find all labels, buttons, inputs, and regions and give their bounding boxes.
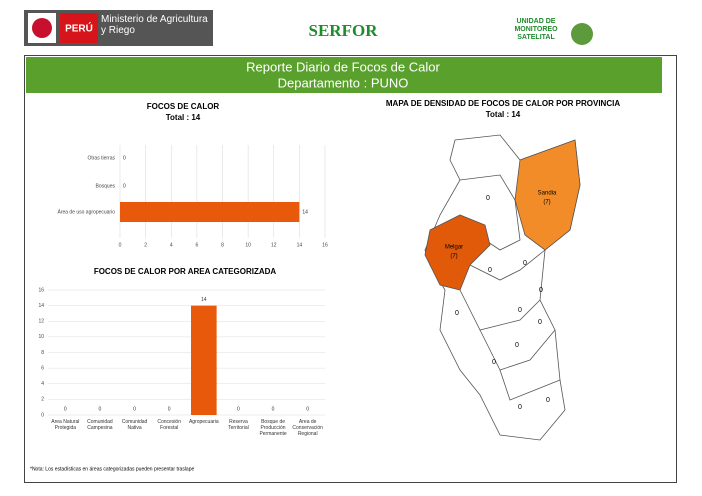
region-value: (7) bbox=[543, 200, 550, 206]
banner bbox=[26, 57, 662, 93]
zero-label: 0 bbox=[515, 342, 519, 349]
x-tick-label: 16 bbox=[322, 242, 328, 248]
map-subtitle: Total : 14 bbox=[486, 110, 521, 119]
y-tick-label: 16 bbox=[38, 287, 44, 293]
x-tick-label: Área Natural Protegida bbox=[51, 419, 80, 431]
x-label-wrap: Bosque de Producción Permanente bbox=[259, 419, 287, 437]
x-tick-label: 8 bbox=[221, 242, 224, 248]
x-tick-label: 6 bbox=[195, 242, 198, 248]
ministry: Ministerio de Agricultura y Riego bbox=[101, 14, 208, 36]
province-border bbox=[479, 329, 556, 371]
zero-label: 0 bbox=[538, 319, 542, 326]
emblem-shield bbox=[32, 18, 52, 38]
x-tick-label: 12 bbox=[271, 242, 277, 248]
x-label-wrap: Comunidad Campesina bbox=[87, 419, 113, 431]
note: *Nota: Los estadísticas en áreas categor… bbox=[30, 466, 194, 472]
y-tick-label: 0 bbox=[41, 412, 44, 418]
zero-label: 0 bbox=[518, 307, 522, 314]
x-tick-label: Área de Conservación Regional bbox=[292, 419, 323, 437]
zero-label: 0 bbox=[486, 195, 490, 202]
x-label-wrap: Agropecuaria bbox=[188, 419, 219, 425]
banner-subtitle: Departamento : PUNO bbox=[278, 75, 409, 90]
x-label-wrap: Área Natural Protegida bbox=[51, 419, 80, 431]
zero-label: 0 bbox=[488, 267, 492, 274]
value-label: 0 bbox=[99, 406, 102, 412]
y-tick-label: Bosques bbox=[96, 183, 116, 189]
map-title: MAPA DE DENSIDAD DE FOCOS DE CALOR POR P… bbox=[386, 99, 620, 108]
province-border bbox=[469, 249, 546, 281]
y-tick-label: 12 bbox=[38, 319, 44, 325]
value-label: 0 bbox=[123, 183, 126, 189]
province-border bbox=[499, 369, 561, 401]
x-tick-label: 0 bbox=[119, 242, 122, 248]
x-tick-label: Reserva Territorial bbox=[228, 419, 249, 431]
x-label-wrap: Concesión Forestal bbox=[157, 419, 181, 431]
unit: UNIDAD DE MONITOREO SATELITAL bbox=[514, 18, 558, 41]
banner-title: Reporte Diario de Focos de Calor bbox=[246, 59, 440, 74]
x-tick-label: 2 bbox=[144, 242, 147, 248]
y-tick-label: 4 bbox=[41, 381, 44, 387]
province-border bbox=[459, 289, 541, 331]
value-label: 0 bbox=[272, 406, 275, 412]
zero-label: 0 bbox=[546, 397, 550, 404]
bar bbox=[191, 305, 217, 415]
peru-box bbox=[60, 13, 98, 43]
chart-subtitle: Total : 14 bbox=[166, 113, 201, 122]
value-label: 0 bbox=[123, 155, 126, 161]
y-tick-label: 10 bbox=[38, 334, 44, 340]
country: PERÚ bbox=[65, 22, 93, 35]
region-name: Melgar bbox=[445, 245, 463, 251]
x-tick-label: Comunidad Nativa bbox=[121, 419, 148, 431]
y-tick-label: Otras tierras bbox=[87, 155, 115, 161]
region-value: (7) bbox=[450, 254, 457, 260]
y-tick-label: 6 bbox=[41, 365, 44, 371]
value-label: 0 bbox=[64, 406, 67, 412]
y-tick-label: 2 bbox=[41, 397, 44, 403]
x-label-wrap: Área de Conservación Regional bbox=[292, 419, 323, 437]
unit-wrap: UNIDAD DE MONITOREO SATELITAL bbox=[514, 18, 558, 41]
ministry-wrap: Ministerio de Agricultura y Riego bbox=[101, 14, 208, 36]
y-tick-label: Área de uso agropecuario bbox=[57, 208, 115, 215]
sandia-region bbox=[514, 139, 581, 251]
x-tick-label: Comunidad Campesina bbox=[87, 419, 113, 431]
agency: SERFOR bbox=[309, 21, 379, 40]
x-tick-label: Agropecuaria bbox=[188, 419, 219, 425]
zero-label: 0 bbox=[539, 287, 543, 294]
chart-title: FOCOS DE CALOR POR AREA CATEGORIZADA bbox=[94, 267, 277, 276]
x-tick-label: Bosque de Producción Permanente bbox=[259, 419, 287, 437]
unit-logo bbox=[571, 23, 593, 45]
province-border bbox=[459, 174, 521, 251]
value-label: 0 bbox=[168, 406, 171, 412]
zero-label: 0 bbox=[518, 404, 522, 411]
y-tick-label: 8 bbox=[41, 350, 44, 356]
frame bbox=[24, 55, 677, 483]
melgar-region bbox=[424, 214, 491, 291]
x-tick-label: 10 bbox=[245, 242, 251, 248]
x-tick-label: 4 bbox=[170, 242, 173, 248]
value-label: 0 bbox=[237, 406, 240, 412]
x-tick-label: Concesión Forestal bbox=[157, 419, 181, 431]
zero-label: 0 bbox=[492, 359, 496, 366]
map bbox=[424, 134, 581, 441]
zero-label: 0 bbox=[455, 310, 459, 317]
y-tick-label: 14 bbox=[38, 303, 44, 309]
value-label: 14 bbox=[302, 209, 308, 215]
region-name: Sandia bbox=[538, 191, 557, 197]
value-label: 14 bbox=[201, 297, 207, 303]
value-label: 0 bbox=[306, 406, 309, 412]
x-label-wrap: Reserva Territorial bbox=[228, 419, 249, 431]
zero-label: 0 bbox=[523, 260, 527, 267]
x-label-wrap: Comunidad Nativa bbox=[121, 419, 148, 431]
chart-title: FOCOS DE CALOR bbox=[147, 102, 220, 111]
x-tick-label: 14 bbox=[297, 242, 303, 248]
value-label: 0 bbox=[133, 406, 136, 412]
bar bbox=[120, 202, 300, 222]
